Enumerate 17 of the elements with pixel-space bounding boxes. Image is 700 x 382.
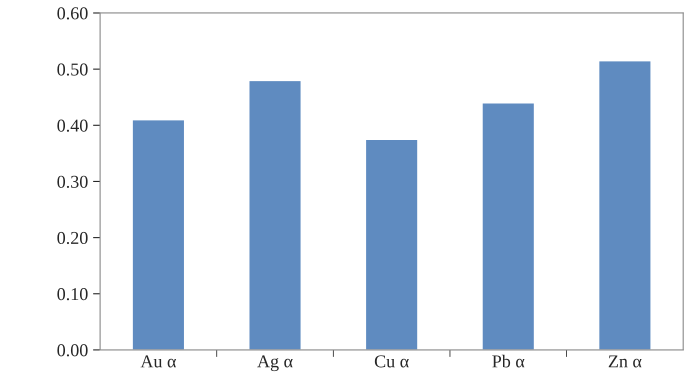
x-tick-label: Pb α <box>492 354 524 368</box>
y-tick-label: 0.40 <box>57 120 88 132</box>
x-tick-label: Au α <box>140 355 176 368</box>
bar <box>131 118 186 350</box>
y-tick-label: 0.50 <box>57 63 88 76</box>
y-tick-label: 0.60 <box>57 7 88 20</box>
y-tick-label: 0.10 <box>57 288 88 300</box>
x-tick-label: Zn α <box>608 355 642 368</box>
y-tick-label: 0.00 <box>57 344 88 356</box>
y-tick-label: 0.30 <box>57 176 88 188</box>
x-tick-label: Cu α <box>374 355 409 368</box>
bar <box>481 102 536 350</box>
bar <box>248 80 302 350</box>
x-tick-label: Ag α <box>257 355 293 372</box>
bar <box>598 60 652 350</box>
y-tick-label: 0.20 <box>57 232 88 244</box>
bar <box>364 138 419 350</box>
